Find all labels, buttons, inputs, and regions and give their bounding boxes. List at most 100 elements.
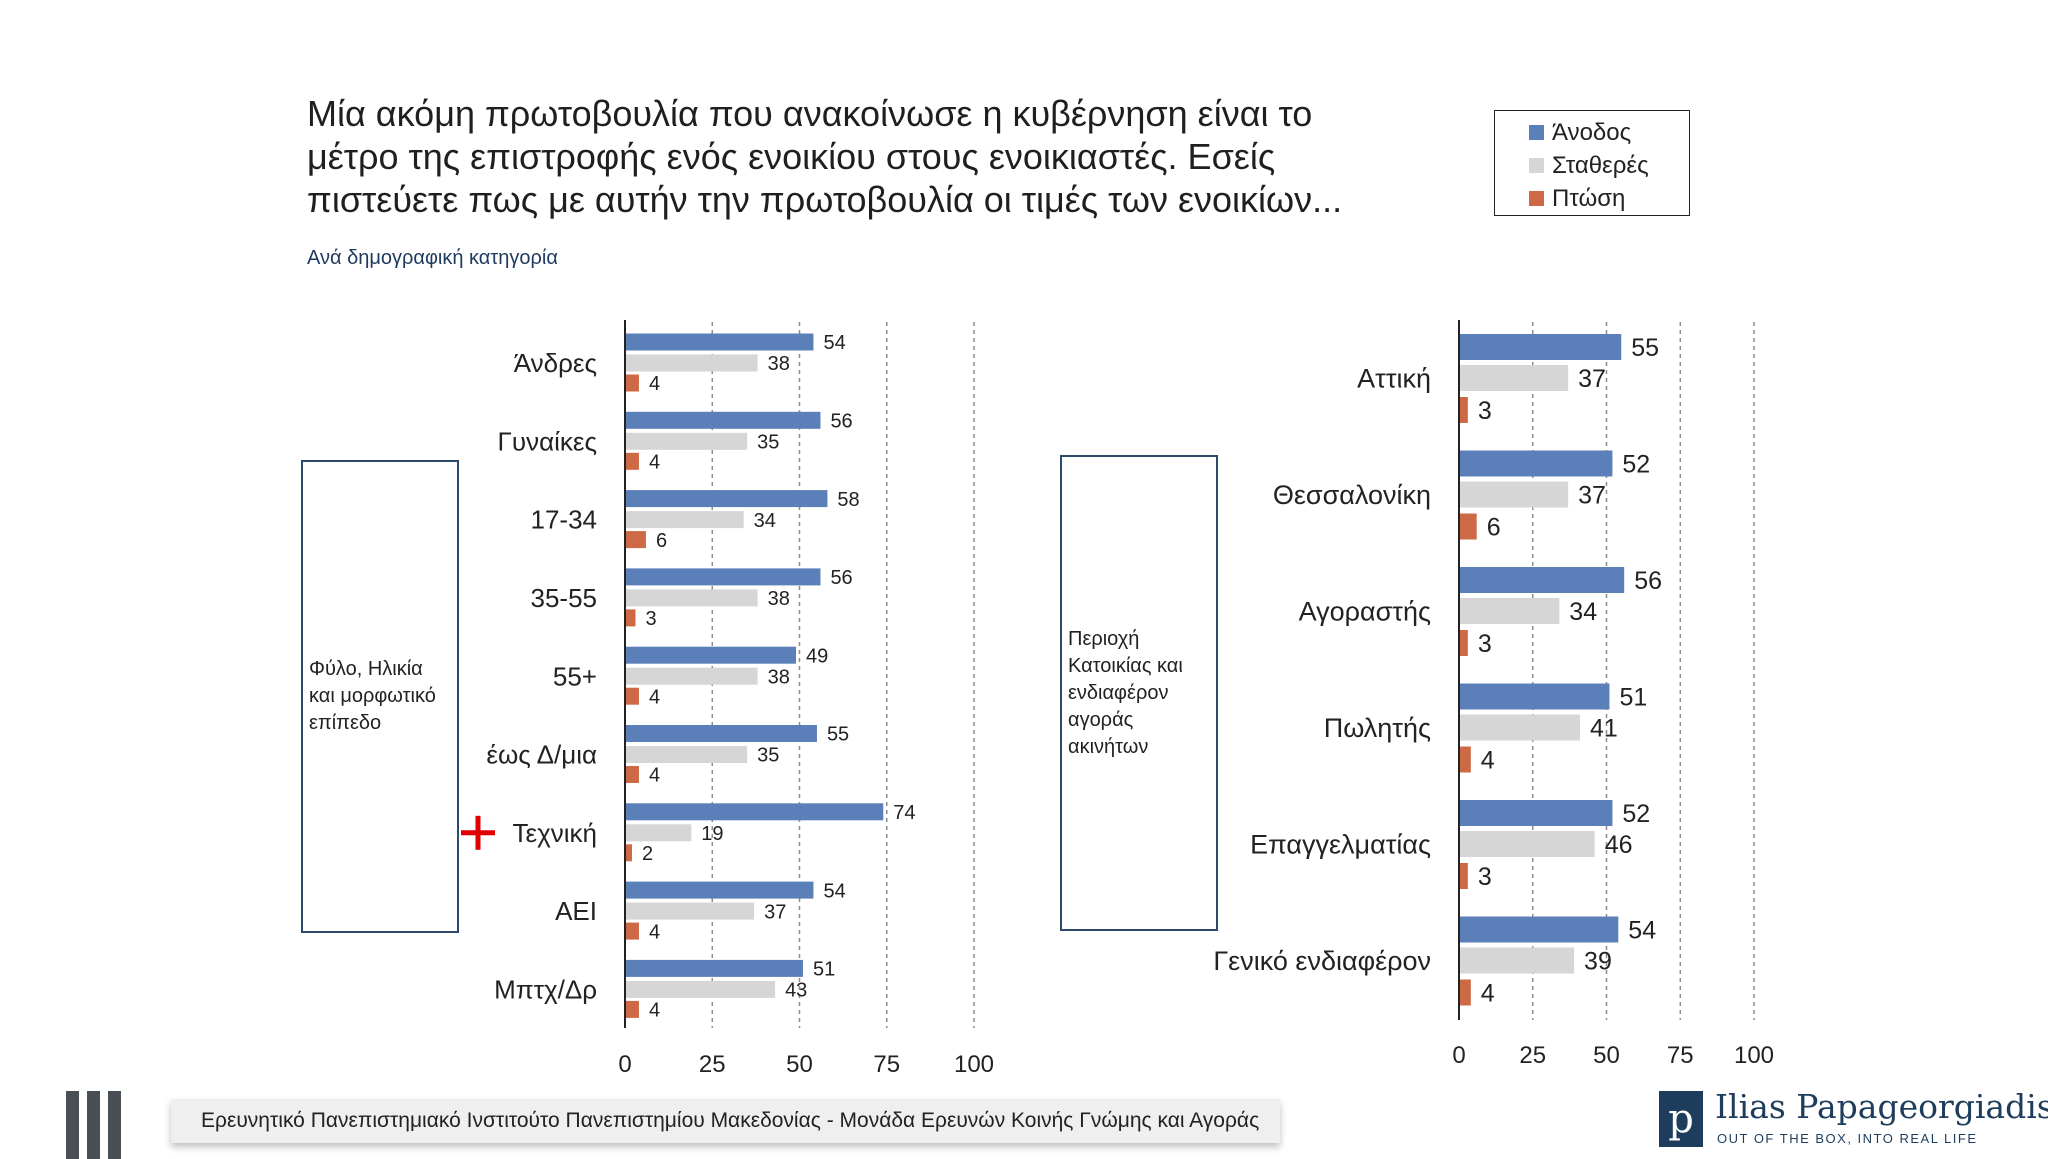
data-label: 35 [757,745,779,767]
bar-stable [625,667,758,685]
title-line-3: πιστεύετε πως με αυτήν την πρωτοβουλία ο… [307,179,1343,220]
legend: Άνοδος Σταθερές Πτώση [1494,110,1690,216]
bar-fall [625,922,639,940]
data-label: 51 [813,959,835,981]
bar-stable [625,980,776,998]
data-label: 56 [830,567,852,589]
data-label: 52 [1622,800,1650,828]
bar-fall [1459,746,1471,773]
bar-stable [625,746,748,763]
legend-swatch-stable [1529,158,1544,173]
data-label: 3 [1478,630,1492,658]
data-label: 3 [1478,397,1492,425]
bar-rise [625,881,814,899]
brand-mark-icon: p [1659,1091,1703,1147]
left-bar-chart: 0 25 50 75 100Άνδρες54384Γυναίκες5635417-345… [461,320,994,1078]
bar-rise [1459,800,1613,826]
data-label: 4 [649,373,660,395]
data-label: 52 [1622,451,1650,479]
category-label: Γενικό ενδιαφέρον [1213,946,1431,976]
data-label: 19 [701,823,723,845]
bar-rise [625,646,797,664]
bar-fall [1459,979,1471,1006]
data-label: 2 [642,843,653,865]
data-label: 74 [893,802,915,824]
category-label: 35-55 [531,583,598,613]
data-label: 6 [656,530,667,552]
category-label: Αττική [1357,363,1431,393]
data-label: 4 [649,921,660,943]
brand-tagline: OUT OF THE BOX, INTO REAL LIFE [1717,1131,1978,1146]
bar-stable [1459,947,1575,974]
institute-logo [64,1091,124,1159]
data-label: 4 [1481,980,1495,1008]
bar-stable [625,902,755,920]
x-tick-label-25: 25 [699,1051,726,1078]
data-label: 43 [785,980,807,1002]
category-label: Τεχνική [513,818,598,848]
category-label: έως Δ/μια [486,740,597,770]
left-group-box: Φύλο, Ηλικία και μορφωτικό επίπεδο [301,460,459,933]
category-label: Άνδρες [514,348,597,378]
data-label: 39 [1584,948,1612,976]
data-label: 58 [837,489,859,511]
data-label: 4 [649,686,660,708]
bar-rise [625,490,828,508]
category-label: Θεσσαλονίκη [1273,480,1431,510]
title-line-1: Μία ακόμη πρωτοβουλία που ανακοίνωσε η κ… [307,93,1313,134]
bar-stable [625,589,758,607]
bar-stable [1459,714,1580,741]
x-tick-label-0: 0 [1452,1042,1465,1069]
bar-fall [1459,630,1468,656]
data-label: 56 [830,411,852,433]
footer-institute-bar: Ερευνητικό Πανεπιστημιακό Ινστιτούτο Παν… [171,1099,1280,1143]
bar-stable [1459,481,1569,508]
chart-title: Μία ακόμη πρωτοβουλία που ανακοίνωσε η κ… [307,92,1427,221]
brand-name: Ilias Papageorgiadis [1715,1087,2048,1126]
right-group-box: Περιοχή Κατοικίας και ενδιαφέρον αγοράς … [1060,455,1218,931]
bar-fall [625,687,639,705]
data-label: 4 [649,452,660,474]
right-group-label: Περιοχή Κατοικίας και ενδιαφέρον αγοράς … [1068,627,1183,758]
data-label: 56 [1634,567,1662,595]
legend-label-stable: Σταθερές [1552,151,1649,179]
legend-label-fall: Πτώση [1552,184,1626,212]
x-tick-label-100: 100 [954,1051,994,1078]
category-label: Επαγγελματίας [1250,829,1431,859]
x-tick-label-100: 100 [1734,1042,1774,1069]
bar-fall [625,374,639,392]
data-label: 51 [1619,684,1647,712]
bar-fall [625,452,639,470]
data-label: 55 [827,724,849,746]
x-tick-label-50: 50 [1593,1042,1620,1069]
category-label: Γυναίκες [498,426,597,456]
bar-stable [1459,598,1560,624]
bar-rise [1459,567,1625,593]
left-group-label: Φύλο, Ηλικία και μορφωτικό επίπεδο [309,658,436,734]
data-label: 55 [1631,334,1659,362]
bar-fall [625,766,639,783]
bar-fall [625,1000,639,1018]
right-bar-chart: 0 25 50 75 100 Αττική 55 37 3 Θεσσαλονίκη 52 37 6 Αγο… [1213,320,1774,1069]
data-label: 54 [1628,917,1656,945]
category-label: ΑΕΙ [555,896,597,926]
data-label: 4 [649,1000,660,1022]
bar-rise [625,411,821,429]
bar-fall [1459,513,1477,540]
bar-rise [1459,683,1610,710]
data-label: 35 [757,432,779,454]
data-label: 38 [768,588,790,610]
data-label: 37 [764,901,786,923]
data-label: 37 [1578,482,1606,510]
data-label: 4 [1481,747,1495,775]
bar-rise [625,333,814,351]
bar-fall [625,609,636,627]
data-label: 37 [1578,365,1606,393]
brand-logo: p Ilias Papageorgiadis OUT OF THE BOX, I… [1659,1087,2048,1149]
bar-fall [1459,397,1468,423]
bar-fall [625,844,632,862]
data-label: 41 [1590,715,1618,743]
category-label: Μπτχ/Δρ [494,975,597,1005]
legend-label-rise: Άνοδος [1552,118,1632,146]
